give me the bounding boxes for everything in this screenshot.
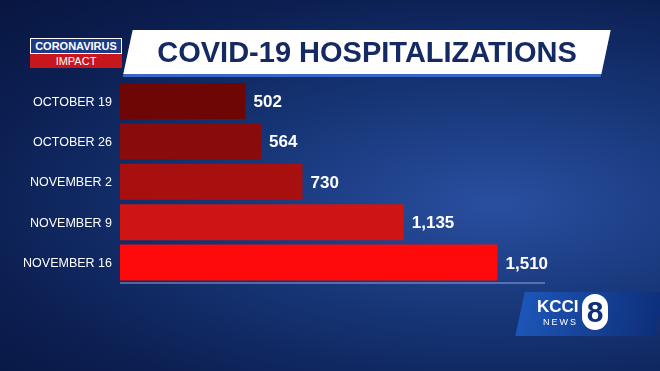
html-text:NEWS: NEWS: [543, 317, 578, 327]
svg-text:564: 564: [269, 132, 298, 151]
svg-text:NOVEMBER 2: NOVEMBER 2: [30, 175, 112, 189]
html-text:8: 8: [586, 295, 604, 328]
html-text:IMPACT: IMPACT: [55, 55, 97, 67]
svg-text:502: 502: [254, 92, 282, 111]
html-text:COVID-19 HOSPITALIZATIONS: COVID-19 HOSPITALIZATIONS: [157, 36, 577, 68]
html-text:CORONAVIRUS: CORONAVIRUS: [35, 40, 117, 52]
svg-text:NOVEMBER 16: NOVEMBER 16: [23, 256, 112, 270]
svg-text:730: 730: [311, 173, 339, 192]
svg-text:1,510: 1,510: [506, 254, 549, 273]
svg-text:OCTOBER 26: OCTOBER 26: [33, 135, 112, 149]
html-text:KCCI: KCCI: [537, 297, 579, 316]
svg-text:1,135: 1,135: [412, 213, 455, 232]
svg-text:OCTOBER 19: OCTOBER 19: [33, 95, 112, 109]
svg-text:NOVEMBER 9: NOVEMBER 9: [30, 216, 112, 230]
